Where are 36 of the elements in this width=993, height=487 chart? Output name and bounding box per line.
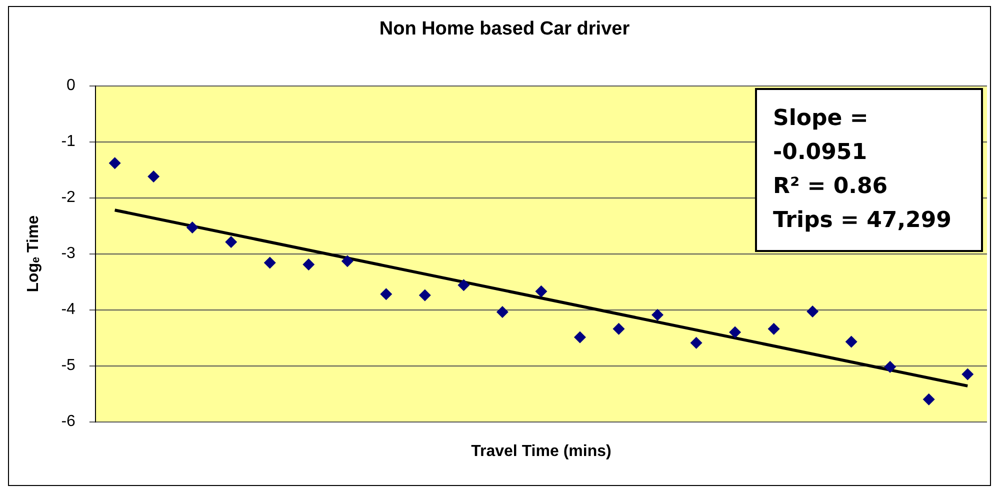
y-tick-label: 0 (66, 77, 76, 94)
y-axis-title: Logₑ Time (25, 215, 42, 292)
point (690, 336, 702, 349)
y-tick-label: -4 (61, 301, 76, 318)
y-tick-label: -5 (61, 357, 76, 374)
point (845, 336, 858, 348)
point (302, 258, 315, 270)
y-tick-label: -6 (61, 413, 76, 430)
chart-title: Non Home based Car driver (379, 18, 630, 40)
point (264, 256, 276, 269)
point (806, 305, 819, 318)
annotation: Slope = -0.0951 (773, 105, 870, 167)
point (729, 326, 742, 338)
point (496, 306, 508, 318)
point (922, 393, 935, 406)
y-tick-label: -1 (61, 133, 76, 150)
point (186, 221, 198, 234)
point (341, 255, 354, 268)
point (108, 157, 121, 170)
point (148, 170, 160, 183)
point (380, 288, 392, 300)
annotation: Trips = 47,299 (773, 207, 952, 235)
point (535, 285, 548, 298)
point (768, 322, 780, 335)
point (418, 289, 431, 302)
point (652, 308, 664, 321)
point (962, 368, 974, 380)
point (225, 236, 238, 248)
point (458, 279, 470, 292)
x-axis-title: Travel Time (mins) (471, 442, 612, 460)
annotation: R² = 0.86 (773, 173, 889, 201)
point (574, 331, 586, 344)
point (884, 360, 896, 373)
y-tick-label: -2 (61, 189, 76, 206)
y-tick-label: -3 (61, 245, 76, 262)
point (612, 322, 625, 335)
